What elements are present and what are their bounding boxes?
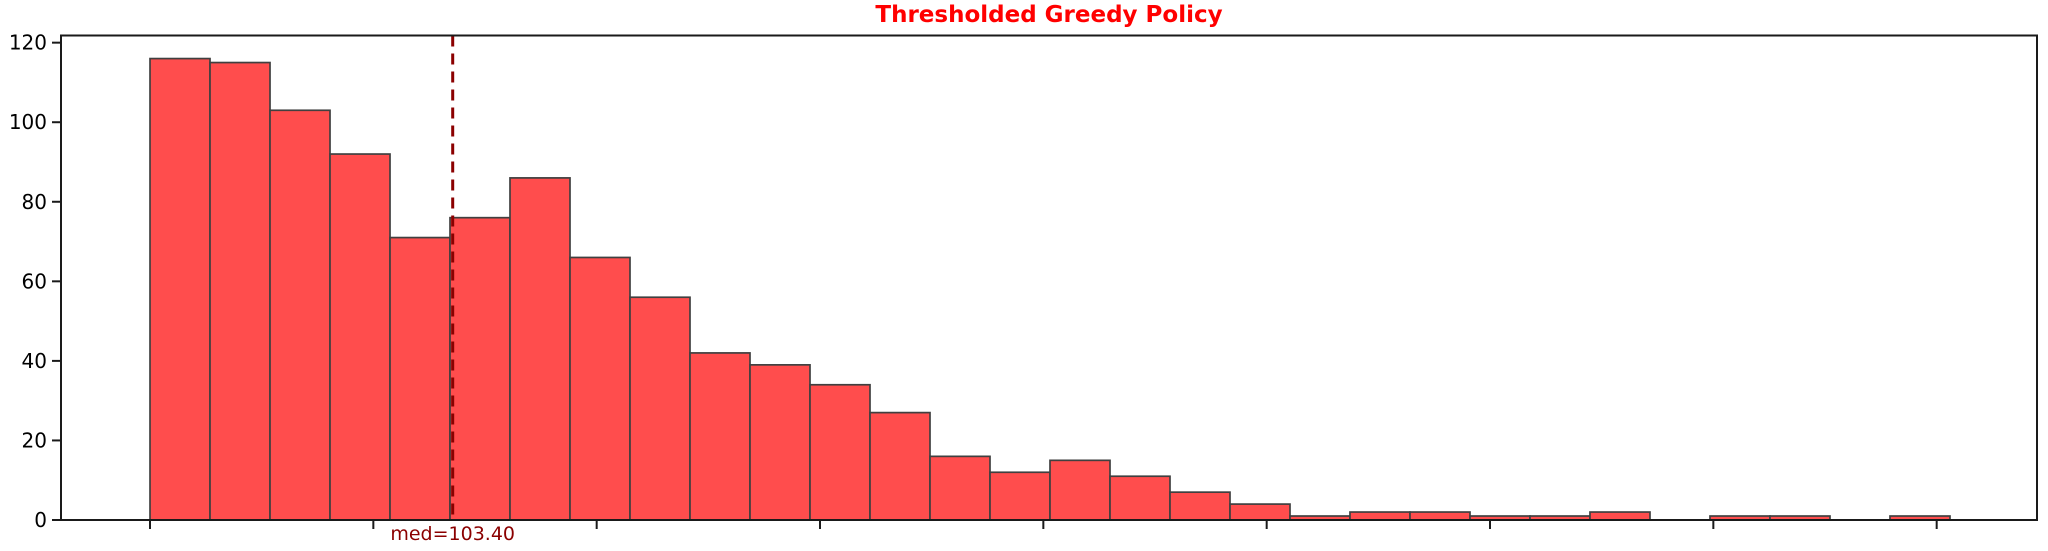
- histogram-bar: [449, 216, 511, 521]
- histogram-bar: [629, 296, 691, 521]
- histogram-bar: [989, 471, 1051, 521]
- histogram-bar: [929, 455, 991, 521]
- median-label: med=103.40: [390, 523, 515, 545]
- y-tick-label: 0: [34, 508, 47, 532]
- plot-border: [60, 34, 2038, 521]
- histogram-bar: [869, 411, 931, 521]
- y-tick-label: 60: [22, 269, 47, 293]
- histogram-bar: [689, 352, 751, 521]
- histogram-bar: [1169, 491, 1231, 521]
- histogram-bar: [809, 383, 871, 521]
- histogram-bar: [1049, 459, 1111, 521]
- histogram-bar: [269, 109, 331, 521]
- y-tick-label: 20: [22, 428, 47, 452]
- y-tick-label: 80: [22, 190, 47, 214]
- histogram-bar: [1349, 511, 1411, 521]
- histogram-bar: [389, 236, 451, 521]
- histogram-bar: [1109, 475, 1171, 521]
- histogram-bar: [509, 177, 571, 521]
- y-tick-label: 40: [22, 349, 47, 373]
- histogram-bar: [149, 57, 211, 521]
- chart-title: Thresholded Greedy Policy: [875, 2, 1223, 28]
- histogram-bar: [1229, 503, 1291, 521]
- histogram-bar: [1589, 511, 1651, 521]
- histogram-bar: [1409, 511, 1471, 521]
- y-tick-label: 100: [9, 110, 47, 134]
- histogram-bar: [209, 61, 271, 521]
- histogram-bar: [749, 364, 811, 521]
- histogram-bar: [329, 153, 391, 521]
- histogram-bar: [569, 256, 631, 521]
- y-tick-label: 120: [9, 31, 47, 55]
